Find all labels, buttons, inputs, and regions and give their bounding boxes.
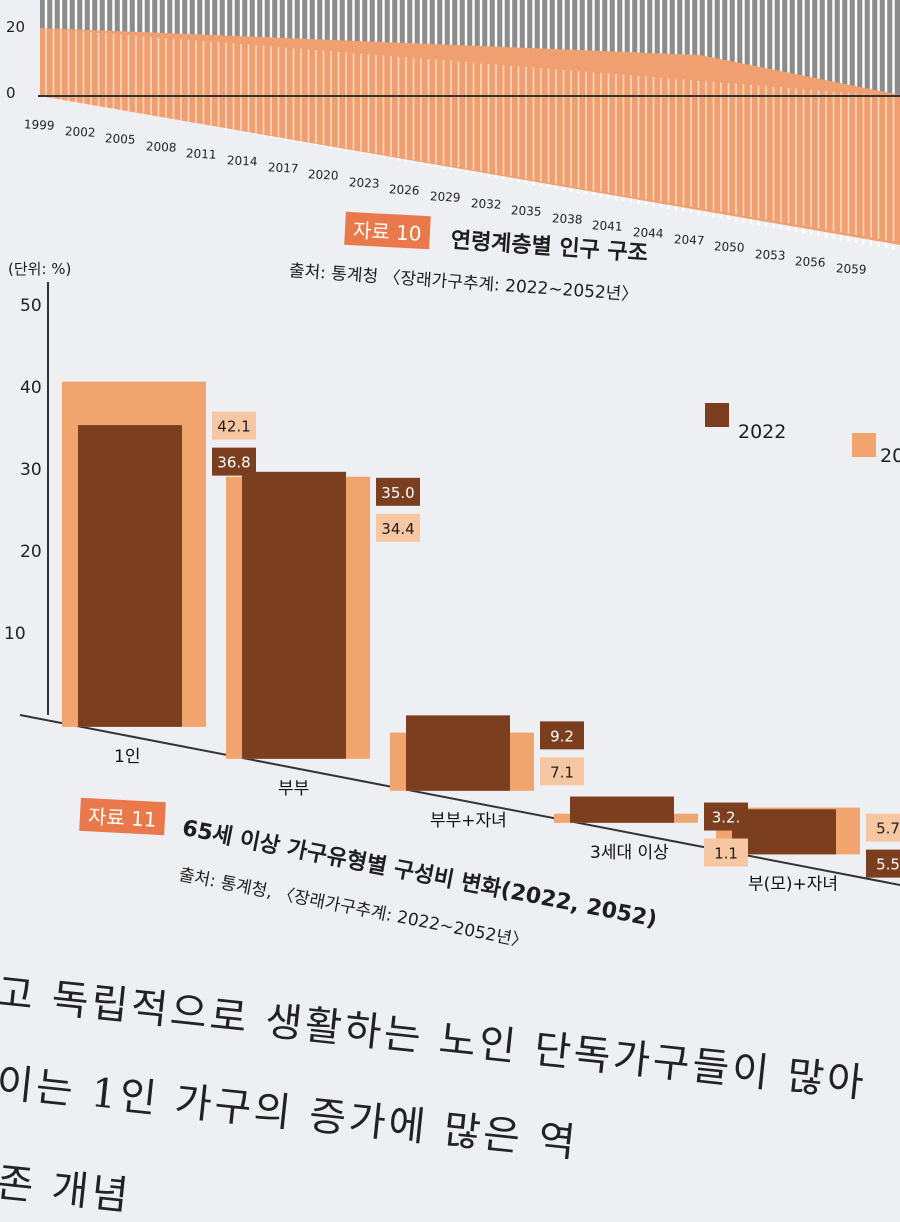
y-tick-label: 40	[20, 378, 42, 398]
value-label: 35.0	[381, 484, 414, 502]
value-label-box	[376, 477, 420, 506]
category-label: 부부	[278, 779, 309, 799]
legend: 2022 20	[705, 403, 900, 467]
body-text-line-3: 존 개념	[0, 1159, 134, 1220]
value-label-box	[540, 721, 584, 750]
value-label: 5.7	[876, 820, 900, 838]
population-structure-chart	[38, 0, 900, 250]
value-label-box	[866, 849, 900, 878]
value-label: 3.2.	[712, 809, 741, 827]
bar-2022	[406, 715, 510, 791]
top-y-tick-0: 0	[6, 84, 16, 102]
unit-label: (단위: %)	[8, 260, 72, 278]
caption-label-11: 자료 11	[79, 797, 166, 836]
value-label: 1.1	[714, 845, 738, 863]
household-type-bar-chart: 10 20 30 40 50 42.1 36.8 35.0 34.4 9.2 7.1 3.2. 1.1…	[4, 282, 900, 895]
bar-2022	[242, 471, 346, 759]
value-label-box	[704, 802, 748, 831]
y-axis-ticks: 10 20 30 40 50	[4, 296, 42, 644]
x-axis-line	[19, 714, 900, 886]
value-label-box	[704, 838, 748, 867]
lower-band	[40, 28, 900, 245]
category-label: 부(모)+자녀	[748, 874, 838, 894]
value-label-box	[212, 447, 256, 476]
value-label: 36.8	[217, 454, 250, 472]
category-label: 3세대 이상	[590, 843, 669, 863]
value-label: 34.4	[381, 520, 414, 538]
legend-label-2052: 20	[880, 445, 900, 467]
legend-swatch-2022	[705, 403, 729, 427]
bars	[62, 381, 860, 855]
stacked-area	[40, 0, 900, 250]
value-label-box	[212, 411, 256, 440]
category-label: 부부+자녀	[430, 811, 507, 831]
bar-2022	[570, 796, 674, 823]
top-y-tick-20: 20	[6, 18, 26, 36]
value-label: 5.5	[876, 856, 900, 874]
bar-2022	[78, 425, 182, 727]
y-tick-label: 20	[20, 542, 42, 562]
y-tick-label: 30	[20, 460, 42, 480]
value-label-box	[540, 757, 584, 786]
value-label: 7.1	[550, 763, 574, 781]
value-labels: 42.1 36.8 35.0 34.4 9.2 7.1 3.2. 1.1 5.7 5.5	[212, 411, 900, 878]
y-tick-label: 50	[20, 296, 42, 316]
legend-swatch-2052	[852, 433, 876, 457]
value-label-box	[866, 813, 900, 842]
legend-label-2022: 2022	[738, 421, 786, 443]
y-tick-label: 10	[4, 624, 26, 644]
bar-2022	[732, 809, 836, 855]
value-label: 42.1	[217, 418, 250, 436]
category-label: 1인	[114, 747, 140, 767]
value-label-box	[376, 513, 420, 542]
value-label: 9.2	[550, 727, 574, 745]
